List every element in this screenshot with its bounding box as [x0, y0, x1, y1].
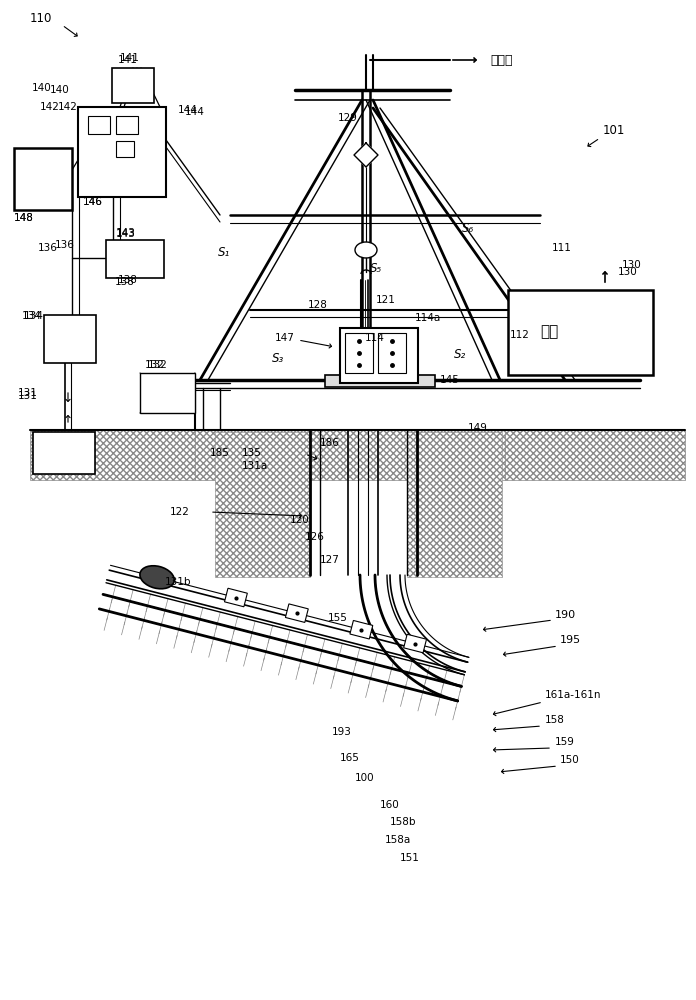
Bar	[195, 430, 505, 480]
Bar	[140, 373, 195, 413]
Text: 144: 144	[178, 105, 198, 115]
Text: 134: 134	[22, 311, 42, 321]
Text: 126: 126	[305, 532, 325, 542]
Bar	[215, 432, 310, 577]
Text: 110: 110	[30, 11, 52, 24]
Text: 143: 143	[116, 229, 136, 239]
Text: 114: 114	[365, 333, 385, 343]
Text: 141: 141	[120, 53, 140, 63]
Text: 190: 190	[555, 610, 576, 620]
Text: 绞车: 绞车	[540, 324, 558, 340]
Text: 148: 148	[14, 213, 34, 223]
Text: 145: 145	[440, 375, 460, 385]
Text: 142: 142	[40, 102, 60, 112]
Text: 149: 149	[468, 423, 488, 433]
Text: 158: 158	[545, 715, 565, 725]
Text: 143: 143	[116, 228, 136, 238]
Bar	[407, 432, 502, 577]
Text: 132: 132	[145, 360, 165, 370]
Bar	[14, 148, 72, 210]
Text: 134: 134	[24, 311, 44, 321]
Text: 161a-161n: 161a-161n	[545, 690, 601, 700]
Bar	[340, 328, 418, 383]
Text: 141: 141	[118, 55, 138, 65]
Bar	[33, 432, 95, 474]
Text: 165: 165	[340, 753, 360, 763]
Text: S₂: S₂	[454, 349, 466, 361]
Text: 195: 195	[560, 635, 581, 645]
Bar	[78, 107, 166, 197]
Text: 146: 146	[83, 197, 103, 207]
Text: 121: 121	[376, 295, 396, 305]
Text: 150: 150	[560, 755, 580, 765]
Text: 136: 136	[55, 240, 75, 250]
Text: 111: 111	[552, 243, 572, 253]
Text: 101: 101	[603, 123, 626, 136]
Text: S₁: S₁	[218, 245, 230, 258]
Text: 135: 135	[242, 448, 262, 458]
Text: S₆: S₆	[462, 222, 474, 234]
Text: 136: 136	[38, 243, 58, 253]
Bar	[116, 116, 138, 134]
Text: 151: 151	[400, 853, 420, 863]
Text: 131: 131	[18, 388, 38, 398]
Bar	[285, 604, 308, 622]
Bar	[225, 588, 247, 607]
Text: 131a: 131a	[242, 461, 268, 471]
Text: 122: 122	[170, 507, 190, 517]
Text: 142: 142	[58, 102, 78, 112]
Text: 146: 146	[83, 197, 103, 207]
Text: 129: 129	[338, 113, 358, 123]
Bar	[508, 290, 653, 375]
Text: 131: 131	[18, 391, 38, 401]
Text: S₅: S₅	[370, 261, 382, 274]
Text: 186: 186	[320, 438, 340, 448]
Text: 100: 100	[355, 773, 374, 783]
Bar	[106, 240, 164, 278]
Text: 114a: 114a	[415, 313, 441, 323]
Text: S₃: S₃	[272, 352, 284, 364]
Text: 160: 160	[380, 800, 400, 810]
Ellipse shape	[355, 242, 377, 258]
Bar	[112, 68, 154, 103]
Ellipse shape	[140, 566, 174, 589]
Bar	[345, 333, 373, 373]
Text: 131b: 131b	[165, 577, 191, 587]
Polygon shape	[354, 143, 378, 167]
Text: 112: 112	[510, 330, 530, 340]
Bar	[404, 634, 427, 653]
Bar	[30, 430, 195, 480]
Text: 144: 144	[185, 107, 205, 117]
Text: 127: 127	[320, 555, 340, 565]
Text: 193: 193	[332, 727, 352, 737]
Text: 140: 140	[50, 85, 70, 95]
Text: 147: 147	[275, 333, 295, 343]
Text: 130: 130	[622, 260, 642, 270]
Bar	[44, 315, 96, 363]
Bar	[505, 430, 685, 480]
Text: 140: 140	[32, 83, 52, 93]
Text: 128: 128	[308, 300, 328, 310]
Bar	[33, 432, 95, 474]
Text: 155: 155	[328, 613, 348, 623]
Text: 159: 159	[555, 737, 575, 747]
Text: 132: 132	[148, 360, 168, 370]
Bar	[378, 333, 406, 373]
Text: 130: 130	[618, 267, 638, 277]
Text: 138: 138	[115, 277, 135, 287]
Bar	[116, 141, 134, 157]
Text: 120: 120	[290, 515, 310, 525]
Text: 158a: 158a	[385, 835, 411, 845]
Bar	[325, 375, 435, 387]
Text: 158b: 158b	[390, 817, 416, 827]
Text: 185: 185	[210, 448, 230, 458]
Bar	[350, 620, 373, 639]
Bar	[88, 116, 110, 134]
Text: 138: 138	[118, 275, 138, 285]
Text: 148: 148	[14, 213, 34, 223]
Text: 到绞车: 到绞车	[490, 53, 512, 66]
